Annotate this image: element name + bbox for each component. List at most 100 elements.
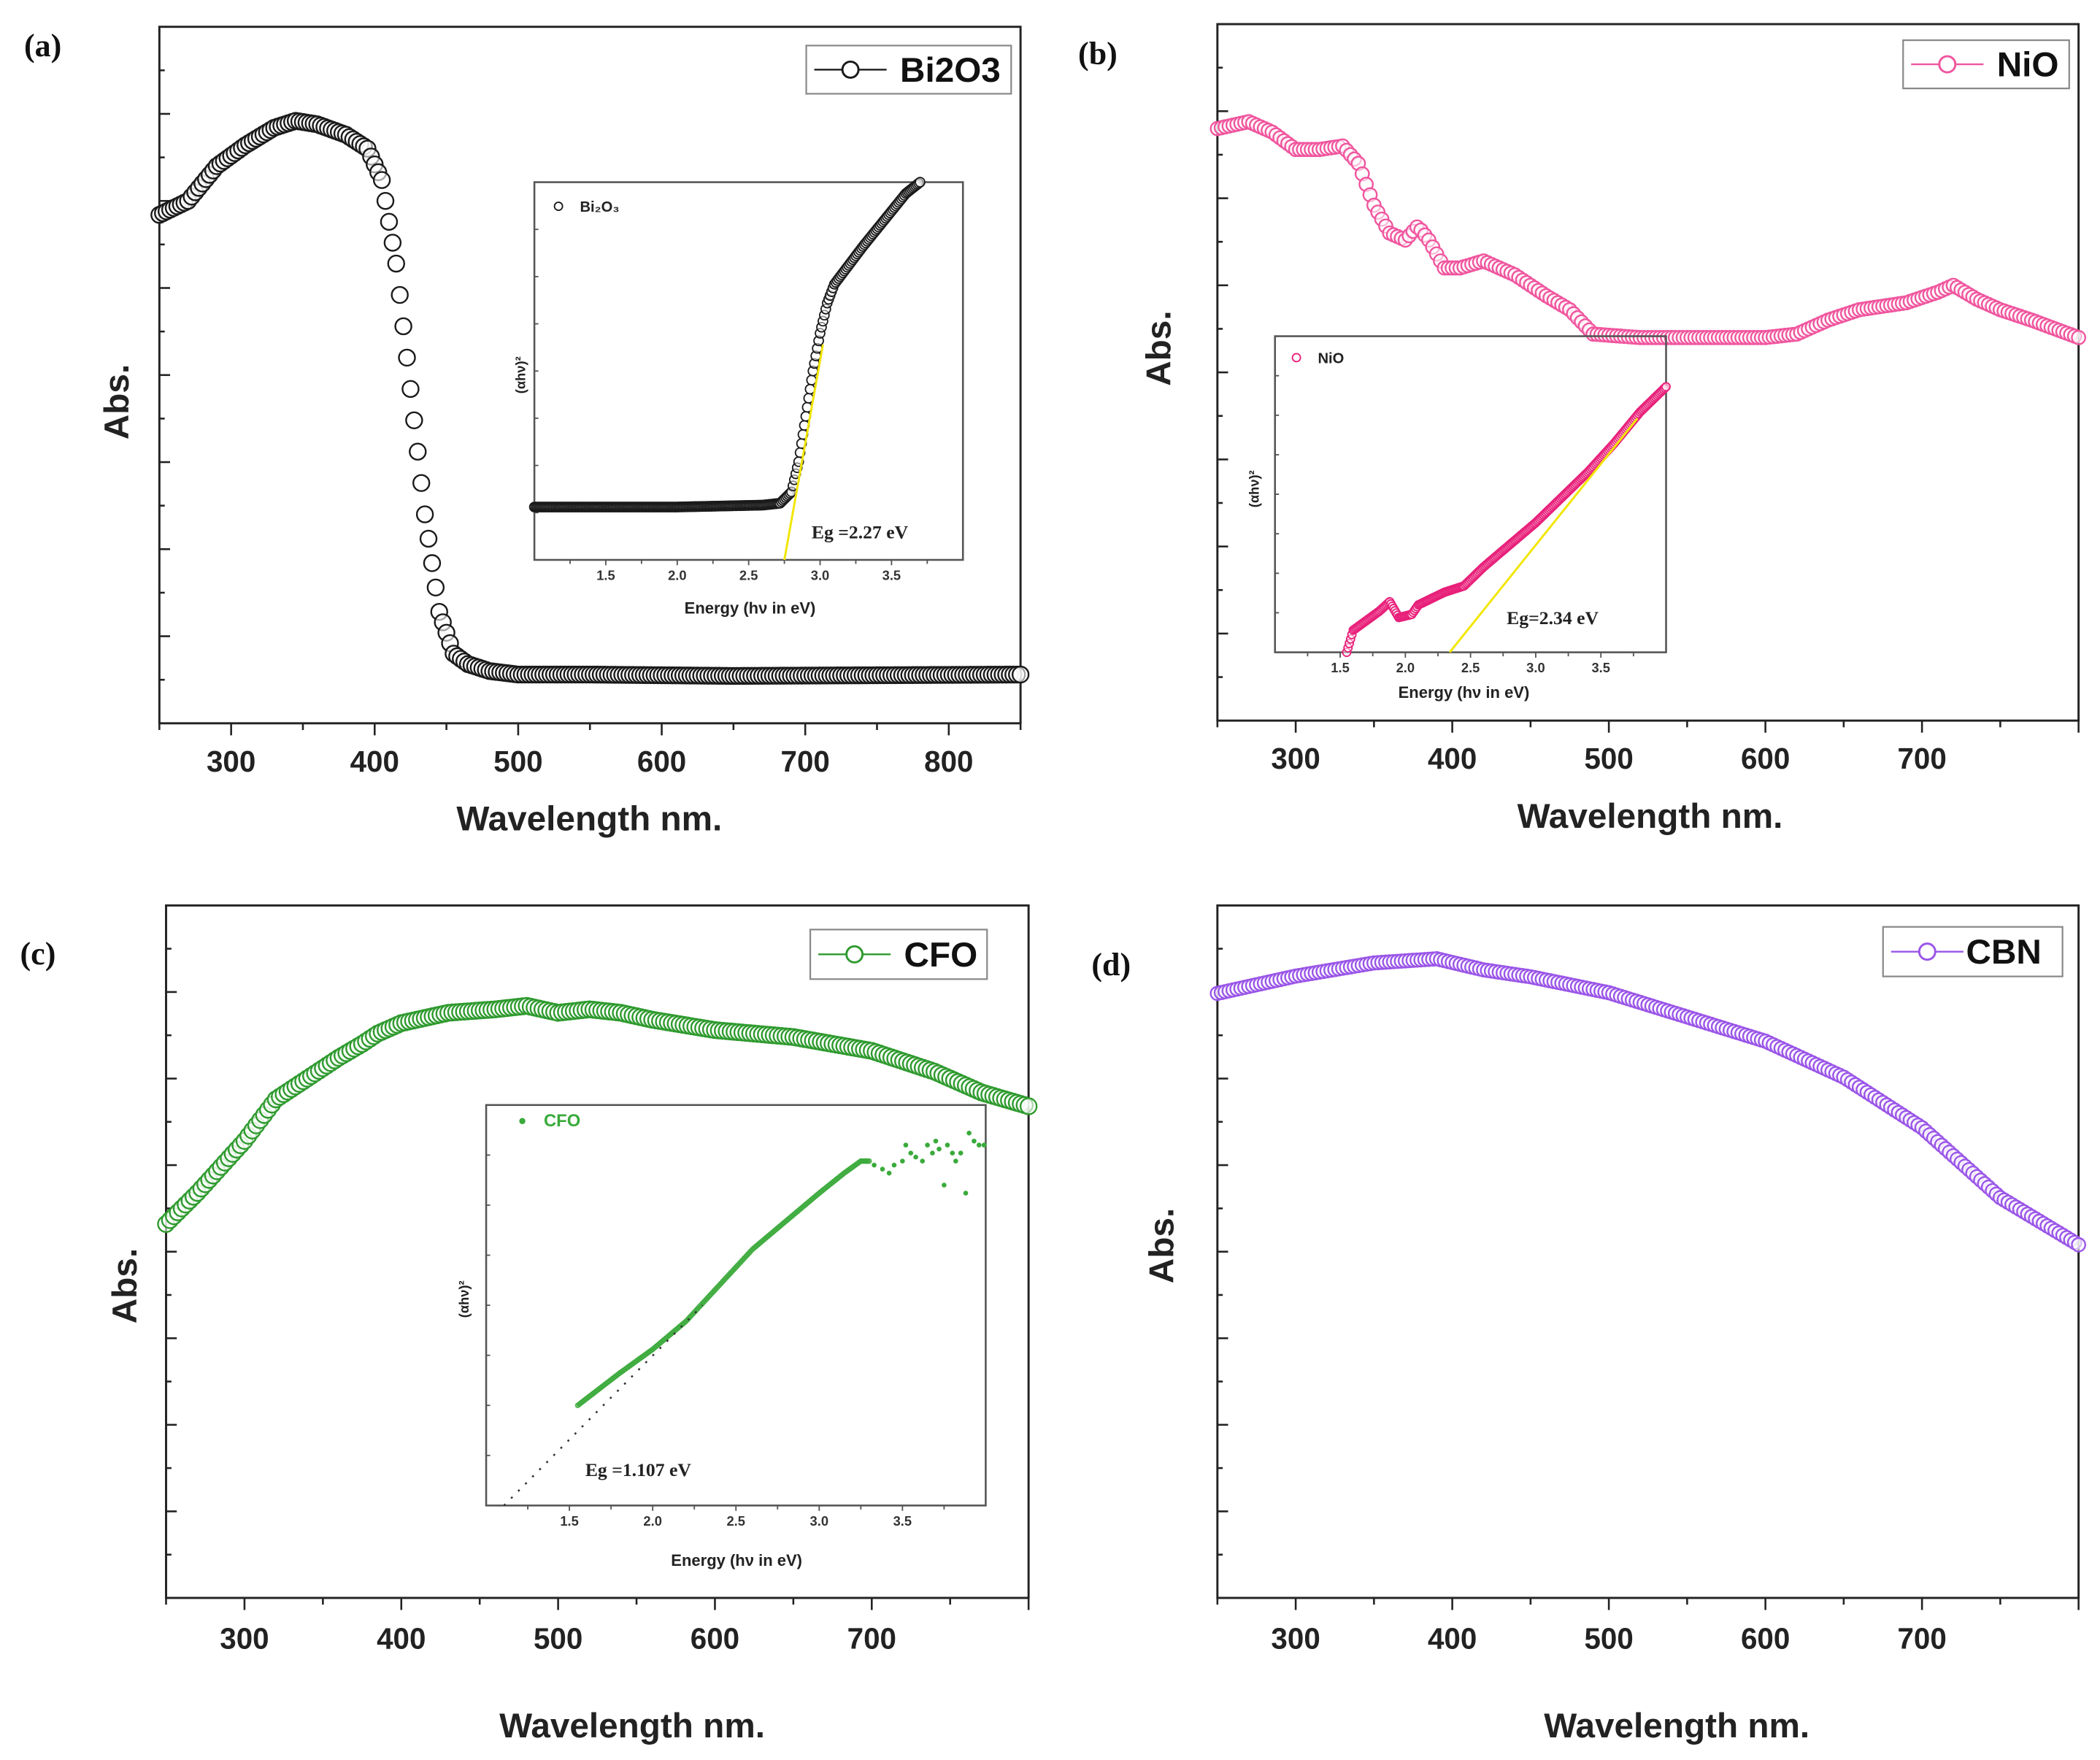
x-tick-label: 700 xyxy=(847,1622,896,1656)
inset-y-axis-label: (αhν)² xyxy=(456,1280,472,1318)
inset-scatter-point xyxy=(936,1146,942,1152)
fit-line xyxy=(783,344,824,561)
panel-label: (c) xyxy=(20,936,56,972)
panel-a: (a) 300 400 500 600 700 800 Wavelength nm. Abs. B… xyxy=(24,26,1030,839)
legend-label: NiO xyxy=(1997,46,2059,85)
series-CFO xyxy=(157,996,1038,1233)
inset-chart: 1.5 2.0 2.5 3.0 3.5 Energy (hν in eV) (αhν)² Ni… xyxy=(1247,335,1671,702)
x-tick-label: 800 xyxy=(924,745,973,778)
inset-x-tick-label: 3.5 xyxy=(1591,660,1609,675)
legend: NiO xyxy=(1902,39,2070,90)
data-point xyxy=(394,317,412,336)
inset-chart: 1.5 2.0 2.5 3.0 3.5 Energy (hν in eV) (αhν)² Bi… xyxy=(512,177,964,617)
inset-scatter-point xyxy=(981,1142,987,1148)
inset-scatter-point xyxy=(880,1167,885,1172)
inset-scatter-point xyxy=(925,1142,930,1148)
y-axis-label: Abs. xyxy=(106,1248,145,1323)
panel-d: (d) 300 400 500 600 700 Wavelength nm. Abs. CBN xyxy=(1091,904,2087,1745)
x-tick-label: 500 xyxy=(1584,1622,1633,1656)
inset-series xyxy=(528,177,926,512)
inset-legend-marker xyxy=(519,1118,526,1124)
band-gap-annotation: Eg =2.27 eV xyxy=(812,522,909,543)
inset-scatter-point xyxy=(950,1150,955,1156)
inset-legend-marker xyxy=(1291,353,1301,363)
inset-scatter-point xyxy=(920,1158,926,1164)
inset-data-point xyxy=(915,177,926,188)
inset-x-tick-label: 2.0 xyxy=(1396,660,1415,675)
inset-scatter-point xyxy=(903,1142,909,1148)
inset-scatter-point xyxy=(908,1150,914,1156)
inset-scatter-point xyxy=(930,1150,935,1156)
inset-x-tick-label: 3.0 xyxy=(1526,660,1545,675)
inset-series xyxy=(574,1130,987,1408)
inset-legend-marker xyxy=(553,201,564,212)
data-point xyxy=(401,380,420,399)
legend: Bi2O3 xyxy=(805,45,1012,95)
inset-legend-label: NiO xyxy=(1318,350,1344,366)
data-point xyxy=(380,212,399,231)
inset-scatter-point xyxy=(953,1158,958,1164)
x-axis-label: Wavelength nm. xyxy=(1544,1707,1809,1745)
inset-x-tick-label: 2.5 xyxy=(739,568,758,583)
inset-scatter-point xyxy=(900,1158,905,1164)
x-tick-label: 700 xyxy=(781,745,830,778)
inset-x-tick-label: 1.5 xyxy=(560,1513,578,1529)
x-tick-label: 600 xyxy=(691,1622,739,1656)
x-tick-label: 400 xyxy=(350,745,399,778)
data-point xyxy=(412,474,431,492)
data-point xyxy=(1019,1097,1038,1115)
x-tick-label: 400 xyxy=(1428,742,1477,775)
x-tick-label: 700 xyxy=(1897,742,1946,775)
inset-scatter-point xyxy=(945,1142,950,1148)
data-point xyxy=(419,529,438,548)
band-gap-annotation: Eg=2.34 eV xyxy=(1507,607,1599,629)
inset-scatter-point xyxy=(958,1150,964,1156)
inset-scatter-point xyxy=(886,1170,892,1176)
legend-label: CBN xyxy=(1966,933,2042,972)
inset-legend-label: CFO xyxy=(544,1111,580,1131)
data-point xyxy=(405,411,423,429)
inset-x-tick-label: 2.5 xyxy=(1461,660,1480,675)
inset-legend-label: Bi₂O₃ xyxy=(580,199,619,215)
x-tick-label: 400 xyxy=(1428,1622,1477,1656)
legend-marker xyxy=(845,945,864,964)
y-axis-label: Abs. xyxy=(98,364,136,439)
inset-scatter-point xyxy=(872,1162,877,1168)
data-point xyxy=(398,348,416,367)
x-tick-label: 500 xyxy=(534,1622,582,1656)
legend: CFO xyxy=(809,929,988,980)
data-point xyxy=(409,442,427,461)
legend-label: Bi2O3 xyxy=(900,51,1001,90)
inset-scatter-point xyxy=(942,1183,947,1188)
panel-label: (a) xyxy=(24,28,61,64)
inset-chart: 1.5 2.0 2.5 3.0 3.5 Energy (hν in eV) (αhν)² CF… xyxy=(456,1104,987,1569)
inset-x-tick-label: 2.5 xyxy=(726,1513,745,1529)
inset-x-axis-label: Energy (hν in eV) xyxy=(1399,683,1530,702)
x-tick-label: 500 xyxy=(1584,742,1633,775)
x-tick-label: 300 xyxy=(220,1622,269,1656)
inset-x-axis-label: Energy (hν in eV) xyxy=(685,599,816,617)
data-point xyxy=(1011,665,1030,684)
inset-data-point xyxy=(866,1158,872,1164)
inset-frame xyxy=(485,1104,987,1507)
series-Bi2O3 xyxy=(150,112,1030,685)
data-point xyxy=(415,505,434,523)
fit-line xyxy=(1448,418,1639,653)
legend-marker xyxy=(841,60,860,79)
inset-data-point xyxy=(1661,382,1671,392)
band-gap-annotation: Eg =1.107 eV xyxy=(585,1459,692,1480)
data-point xyxy=(383,234,402,252)
legend-marker xyxy=(1938,55,1957,74)
legend-label: CFO xyxy=(904,936,978,975)
x-tick-label: 300 xyxy=(1271,1622,1320,1656)
x-axis-label: Wavelength nm. xyxy=(1518,797,1783,836)
inset-frame xyxy=(1274,335,1667,653)
inset-scatter-point xyxy=(933,1138,939,1144)
x-tick-label: 500 xyxy=(493,745,542,778)
inset-y-axis-label: (αhν)² xyxy=(1247,470,1262,507)
inset-scatter-point xyxy=(963,1191,969,1196)
inset-x-tick-label: 3.5 xyxy=(893,1513,912,1529)
x-tick-label: 600 xyxy=(1741,1622,1790,1656)
